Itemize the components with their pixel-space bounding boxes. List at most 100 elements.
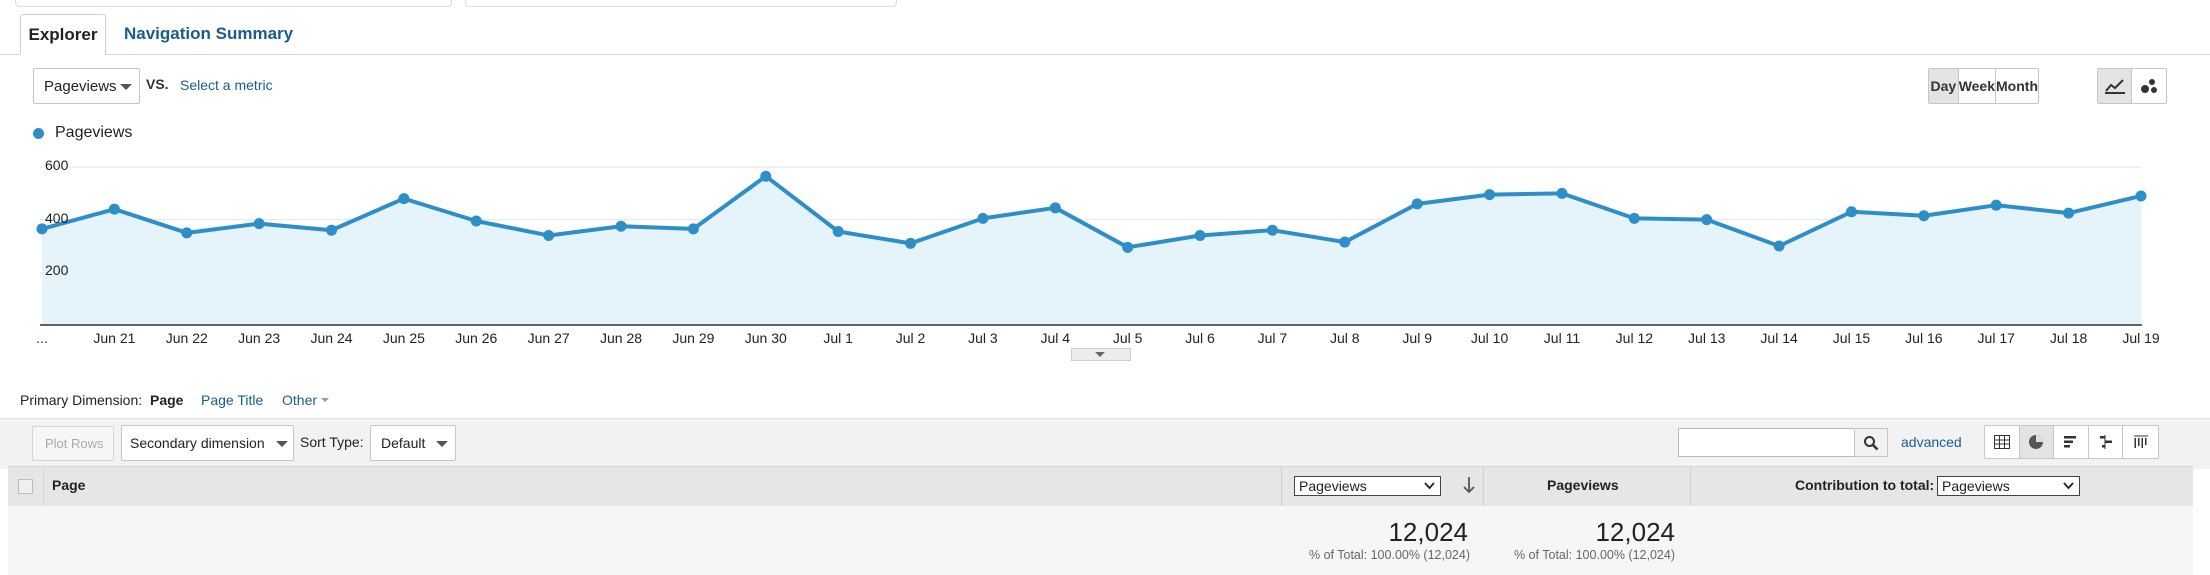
contribution-select[interactable]: Pageviews <box>1937 476 2080 496</box>
metric-dropdown[interactable]: Pageviews <box>33 68 140 104</box>
plot-rows-button[interactable]: Plot Rows <box>32 426 114 461</box>
day-button[interactable]: Day <box>1929 69 1959 103</box>
y-tick-label: 600 <box>45 157 69 173</box>
chart-collapse-handle[interactable] <box>1071 348 1131 361</box>
total-pageviews-percent: % of Total: 100.00% (12,024) <box>1309 548 1470 562</box>
table-search-input[interactable] <box>1679 429 1853 456</box>
x-tick-label: Jul 13 <box>1688 330 1726 346</box>
data-point[interactable] <box>1990 199 2002 211</box>
term-cloud-icon[interactable] <box>2123 426 2158 458</box>
top-panel-stub-right <box>465 0 897 7</box>
x-tick-label: Jul 4 <box>1040 330 1071 346</box>
period-toggle: Day Week Month <box>1928 68 2039 104</box>
plot-rows-label: Plot Rows <box>45 436 104 451</box>
report-tabs: Explorer Navigation Summary <box>0 14 2210 55</box>
dimension-other[interactable]: Other <box>282 392 330 408</box>
total-pageviews-value: 12,024 <box>1388 517 1468 547</box>
table-search-input-wrap <box>1678 428 1855 457</box>
select-metric-link[interactable]: Select a metric <box>180 77 273 93</box>
data-point[interactable] <box>832 226 844 238</box>
data-point[interactable] <box>1773 240 1785 252</box>
series-line <box>41 174 2142 250</box>
data-point[interactable] <box>108 203 120 215</box>
search-button[interactable] <box>1854 428 1888 457</box>
data-point[interactable] <box>1628 212 1640 224</box>
sort-type-dropdown[interactable]: Default <box>370 425 456 461</box>
tab-explorer[interactable]: Explorer <box>20 14 106 55</box>
data-point[interactable] <box>543 229 555 241</box>
sort-type-label: Sort Type: <box>300 434 364 450</box>
dimension-page-title[interactable]: Page Title <box>201 392 264 408</box>
secondary-dimension-label: Secondary dimension <box>130 435 265 451</box>
data-point[interactable] <box>977 212 989 224</box>
column-header-page[interactable]: Page <box>52 477 86 493</box>
data-table-icon[interactable] <box>1985 426 2020 458</box>
x-tick-label: Jun 21 <box>93 330 136 346</box>
x-tick-label: Jul 14 <box>1760 330 1798 346</box>
data-point[interactable] <box>1701 214 1713 226</box>
data-point[interactable] <box>760 170 772 182</box>
x-tick-label: Jul 15 <box>1832 330 1871 346</box>
week-button[interactable]: Week <box>1959 69 1997 103</box>
legend-label: Pageviews <box>55 124 133 141</box>
column-header-pageviews[interactable]: Pageviews <box>1547 477 1619 493</box>
tab-navigation-summary[interactable]: Navigation Summary <box>124 24 294 43</box>
sort-type-value: Default <box>381 435 426 451</box>
chevron-down-icon <box>1095 352 1105 357</box>
data-point[interactable] <box>253 218 265 230</box>
data-point[interactable] <box>1918 210 1930 222</box>
line-chart-icon[interactable] <box>2098 69 2133 103</box>
data-point[interactable] <box>615 220 627 232</box>
data-point[interactable] <box>1845 206 1857 218</box>
vs-label: VS. <box>146 76 169 92</box>
x-tick-label: Jul 19 <box>2122 330 2160 346</box>
data-point[interactable] <box>1122 241 1134 253</box>
chevron-down-icon <box>120 84 132 90</box>
x-tick-label: Jul 10 <box>1470 330 1509 346</box>
data-point[interactable] <box>181 227 193 239</box>
pie-chart-icon[interactable] <box>2019 426 2055 458</box>
table-header-row <box>8 466 2193 508</box>
data-point[interactable] <box>1194 229 1206 241</box>
x-tick-label: Jun 30 <box>744 330 787 346</box>
data-point[interactable] <box>326 224 338 236</box>
data-point[interactable] <box>1411 198 1423 210</box>
x-tick-label: Jul 1 <box>823 330 853 346</box>
x-tick-label: Jun 29 <box>672 330 715 346</box>
data-point[interactable] <box>1049 202 1061 214</box>
table-view-toggle <box>1984 425 2159 459</box>
total-pageviews-value-2: 12,024 <box>1595 517 1675 547</box>
motion-chart-icon[interactable] <box>2132 69 2166 103</box>
data-point[interactable] <box>470 215 482 227</box>
month-button[interactable]: Month <box>1996 78 2038 94</box>
secondary-dimension-dropdown[interactable]: Secondary dimension <box>121 425 294 461</box>
column-metric-select[interactable]: Pageviews <box>1294 476 1441 496</box>
comparison-icon[interactable] <box>2089 426 2124 458</box>
select-all-checkbox[interactable] <box>18 479 33 494</box>
data-point[interactable] <box>687 223 699 235</box>
chart-type-toggle <box>2097 68 2167 104</box>
sort-descending-icon[interactable] <box>1462 476 1476 494</box>
data-point[interactable] <box>2135 190 2147 202</box>
data-point[interactable] <box>2063 207 2075 219</box>
x-tick-label: Jul 5 <box>1112 330 1143 346</box>
advanced-filter-link[interactable]: advanced <box>1901 434 1962 450</box>
data-point[interactable] <box>36 223 48 235</box>
x-tick-label: Jul 7 <box>1257 330 1288 346</box>
data-point[interactable] <box>398 193 410 205</box>
y-tick-label: 200 <box>45 262 69 279</box>
data-point[interactable] <box>1266 224 1278 236</box>
chevron-down-icon <box>436 441 448 447</box>
data-point[interactable] <box>1339 236 1351 248</box>
x-tick-label: Jul 16 <box>1905 330 1943 346</box>
chevron-down-icon <box>321 398 330 402</box>
top-panel-stub-left <box>15 0 452 7</box>
x-tick-label: Jul 12 <box>1615 330 1654 346</box>
dimension-page[interactable]: Page <box>150 392 184 408</box>
data-point[interactable] <box>1556 187 1568 199</box>
performance-icon[interactable] <box>2054 426 2089 458</box>
data-point[interactable] <box>905 237 917 249</box>
x-tick-label: Jul 2 <box>895 330 926 346</box>
metric-dropdown-label: Pageviews <box>44 78 117 95</box>
data-point[interactable] <box>1484 189 1496 201</box>
